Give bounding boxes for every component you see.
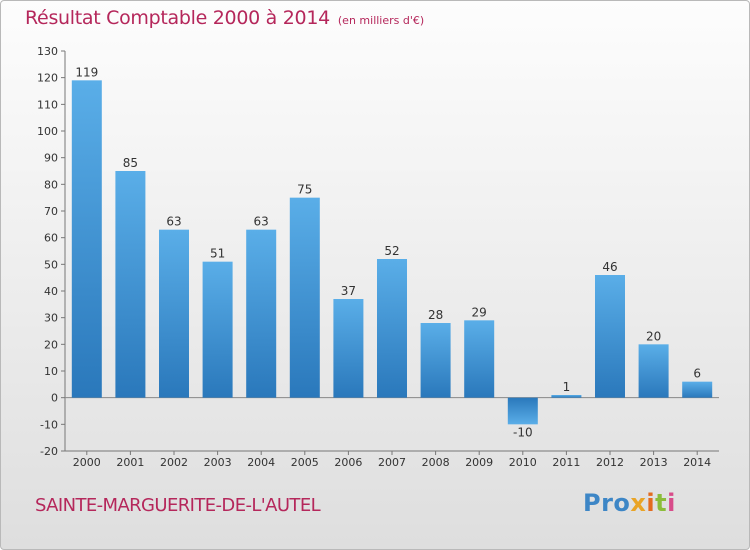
x-tick-label: 2013 <box>640 456 668 469</box>
bar <box>507 397 538 425</box>
data-label: 119 <box>75 65 98 79</box>
x-tick-label: 2001 <box>116 456 144 469</box>
x-tick-label: 2007 <box>378 456 406 469</box>
y-tick-label: 50 <box>44 258 58 271</box>
bar <box>115 171 146 398</box>
x-tick-label: 2002 <box>160 456 188 469</box>
bar <box>551 395 582 398</box>
bar <box>333 299 364 398</box>
data-label: 28 <box>428 308 443 322</box>
x-tick-label: 2000 <box>73 456 101 469</box>
bar <box>246 229 277 398</box>
data-label: 20 <box>646 329 661 343</box>
y-tick-label: 70 <box>44 205 58 218</box>
y-tick-label: 20 <box>44 338 58 351</box>
bar <box>464 320 495 398</box>
x-tick-label: 2006 <box>334 456 362 469</box>
data-label: 63 <box>254 215 269 229</box>
x-tick-label: 2011 <box>552 456 580 469</box>
bar <box>289 197 320 398</box>
bar <box>71 80 102 398</box>
place-name: SAINTE-MARGUERITE-DE-L'AUTEL <box>35 495 321 516</box>
bar <box>202 261 233 398</box>
y-tick-label: -10 <box>40 418 58 431</box>
data-label: 85 <box>123 156 138 170</box>
proxiti-logo: Proxiti <box>583 489 676 517</box>
x-tick-label: 2012 <box>596 456 624 469</box>
data-label: 52 <box>384 244 399 258</box>
data-label: 63 <box>166 215 181 229</box>
y-tick-label: 80 <box>44 178 58 191</box>
y-tick-label: 30 <box>44 312 58 325</box>
x-tick-label: 2009 <box>465 456 493 469</box>
y-tick-label: 90 <box>44 152 58 165</box>
bar <box>377 259 407 398</box>
chart-subtitle: (en milliers d'€) <box>337 14 425 27</box>
data-label: 75 <box>297 183 312 197</box>
data-label: 37 <box>341 284 356 298</box>
data-label: 51 <box>210 247 225 261</box>
bar <box>159 229 189 398</box>
data-label: 6 <box>693 367 701 381</box>
y-tick-label: 120 <box>37 72 58 85</box>
data-label: 29 <box>472 305 487 319</box>
data-label: 1 <box>563 380 571 394</box>
y-tick-label: 10 <box>44 365 58 378</box>
x-tick-label: 2008 <box>422 456 450 469</box>
chart-title-text: Résultat Comptable 2000 à 2014 <box>25 7 330 29</box>
bar-chart: -20-100102030405060708090100110120130200… <box>37 45 719 469</box>
y-tick-label: 110 <box>37 98 58 111</box>
logo-part-2: x <box>630 489 647 517</box>
x-tick-label: 2004 <box>247 456 275 469</box>
logo-part-5: i <box>667 489 676 517</box>
x-tick-label: 2014 <box>683 456 711 469</box>
x-tick-label: 2005 <box>291 456 319 469</box>
y-tick-label: 40 <box>44 285 58 298</box>
bar <box>638 344 669 398</box>
bar <box>682 381 713 398</box>
chart-title: Résultat Comptable 2000 à 2014 (en millie… <box>25 7 424 29</box>
x-tick-label: 2003 <box>204 456 232 469</box>
y-tick-label: 0 <box>51 392 58 405</box>
y-tick-label: 60 <box>44 232 58 245</box>
data-label: 46 <box>602 260 617 274</box>
logo-part-1: Pro <box>583 489 631 517</box>
y-tick-label: 100 <box>37 125 58 138</box>
bar <box>595 275 625 398</box>
data-label: -10 <box>513 425 533 439</box>
y-tick-label: -20 <box>40 445 58 458</box>
logo-part-3: i <box>646 489 656 517</box>
bar <box>420 323 451 398</box>
x-tick-label: 2010 <box>509 456 537 469</box>
y-tick-label: 130 <box>37 45 58 58</box>
logo-part-4: t <box>655 489 668 517</box>
